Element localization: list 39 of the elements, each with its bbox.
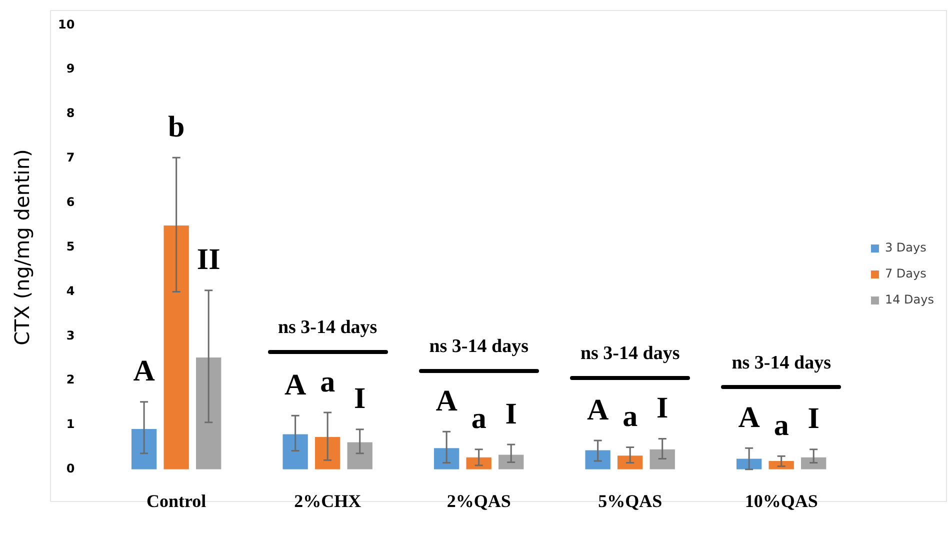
annotation: II — [196, 243, 220, 276]
annotation: I — [505, 397, 517, 430]
annotation: b — [168, 110, 185, 144]
y-tick-label: 3 — [66, 328, 75, 342]
legend-label: 14 Days — [884, 292, 934, 307]
annotation: ns 3-14 days — [429, 336, 528, 358]
annotation: a — [320, 365, 336, 398]
annotation: a — [622, 400, 638, 433]
annotation: I — [656, 392, 668, 424]
y-tick-label: 0 — [66, 462, 75, 476]
x-tick-label: 5%QAS — [598, 490, 662, 511]
y-tick-label: 2 — [66, 372, 75, 387]
y-tick-label: 8 — [66, 106, 75, 120]
y-tick-label: 4 — [66, 284, 75, 298]
annotation: A — [738, 400, 760, 434]
annotation: A — [133, 354, 156, 388]
annotation: ns 3-14 days — [732, 352, 831, 374]
x-tick-label: 2%CHX — [294, 490, 362, 511]
x-tick-label: 10%QAS — [744, 490, 818, 511]
y-tick-label: 7 — [66, 150, 75, 165]
annotation: A — [436, 384, 458, 418]
annotation: A — [284, 368, 306, 402]
y-tick-label: 5 — [66, 239, 75, 254]
y-tick-label: 10 — [58, 17, 75, 32]
legend-label: 7 Days — [884, 266, 926, 281]
annotation: a — [774, 408, 789, 442]
x-tick-label: Control — [146, 490, 206, 511]
annotation: ns 3-14 days — [278, 316, 378, 338]
annotation: I — [808, 402, 820, 436]
y-tick-label: 9 — [66, 62, 75, 76]
y-tick-label: 1 — [66, 417, 75, 432]
annotation: a — [471, 402, 486, 436]
y-tick-label: 6 — [66, 195, 75, 210]
annotation: A — [586, 393, 609, 426]
y-axis-title: CTX (ng/mg dentin) — [10, 149, 34, 346]
annotation: I — [354, 382, 366, 416]
legend-label: 3 Days — [884, 240, 926, 255]
annotation: ns 3-14 days — [580, 343, 680, 364]
x-tick-label: 2%QAS — [446, 490, 511, 511]
